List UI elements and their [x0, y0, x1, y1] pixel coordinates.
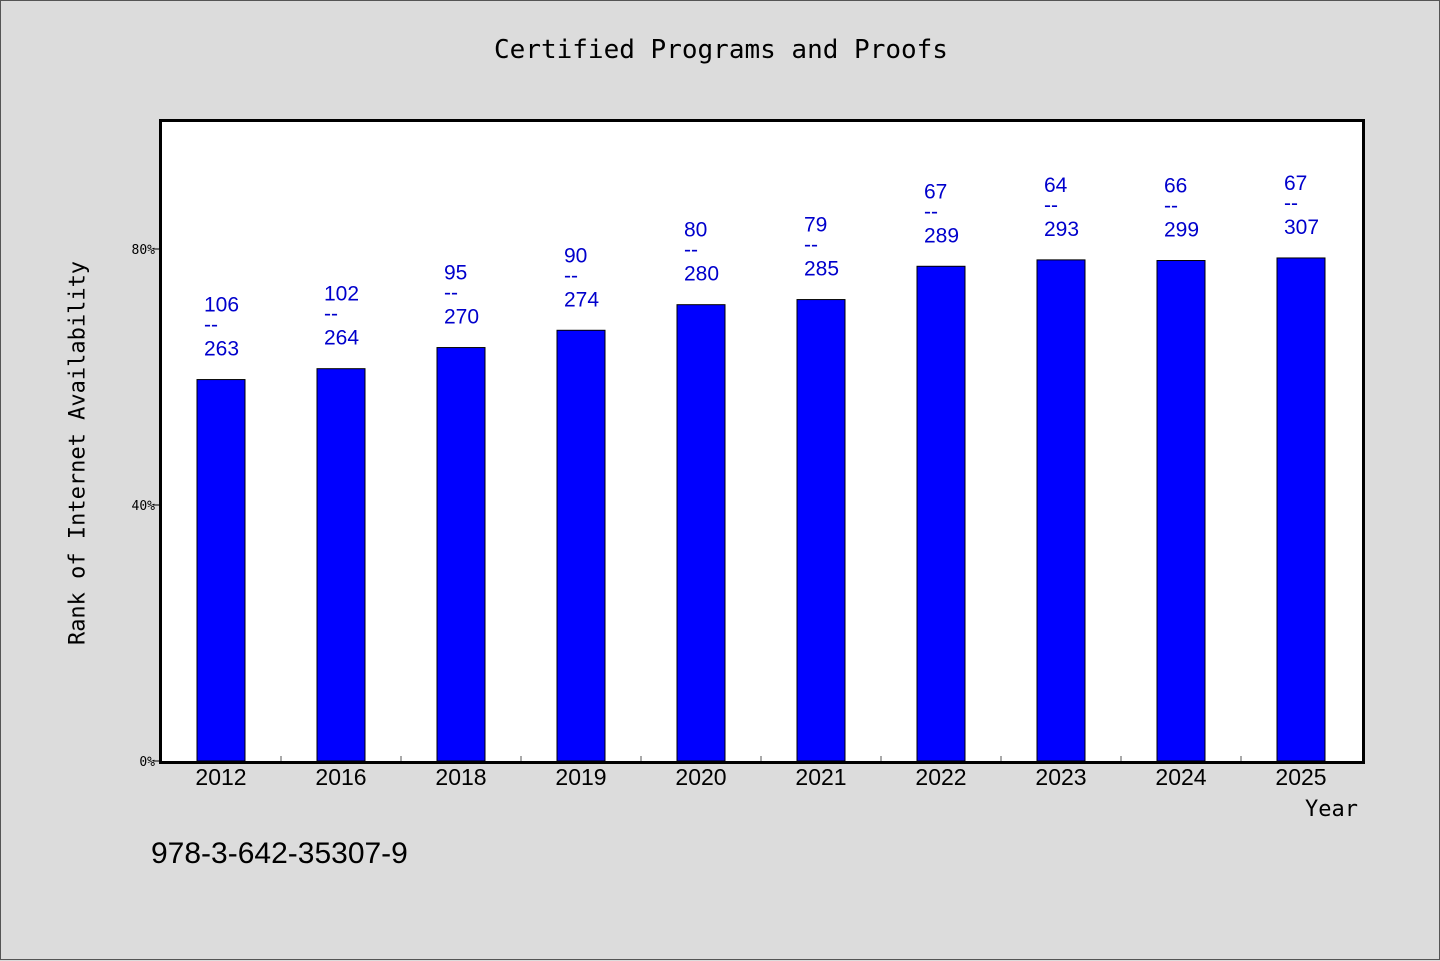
bar	[196, 379, 246, 762]
bar	[316, 368, 366, 762]
bar-label-top: 64	[1044, 174, 1068, 197]
bar-label-bottom: 285	[804, 258, 839, 281]
x-tick-label: 2020	[675, 764, 726, 790]
bar-label-bottom: 270	[444, 306, 479, 329]
bar-label-bottom: 280	[684, 263, 719, 286]
bar-label-bottom: 289	[924, 224, 959, 247]
x-tick-label: 2018	[435, 764, 486, 790]
bar-label-separator: --	[204, 314, 218, 337]
bar-label-top: 66	[1164, 175, 1187, 198]
x-tick-label: 2024	[1155, 764, 1206, 790]
x-tick-label: 2022	[915, 764, 966, 790]
bar-label-bottom: 274	[564, 288, 599, 311]
bar	[436, 347, 486, 762]
x-axis-label: Year	[1305, 797, 1358, 822]
y-tick-label: 0%	[139, 755, 155, 770]
x-tick-label: 2023	[1035, 764, 1086, 790]
bar-label-top: 102	[324, 283, 359, 306]
bar-label-top: 95	[444, 262, 467, 285]
bar-label-bottom: 293	[1044, 218, 1079, 241]
y-tick-label: 80%	[132, 243, 156, 258]
bar-label-separator: --	[1284, 192, 1298, 215]
bar-label-separator: --	[1164, 195, 1178, 218]
bar-label-separator: --	[444, 282, 458, 305]
x-tick-label: 2016	[315, 764, 366, 790]
bar-label-top: 67	[924, 180, 947, 203]
bar-label-bottom: 307	[1284, 216, 1319, 239]
y-axis-label: Rank of Internet Availability	[65, 260, 91, 646]
x-tick-label: 2021	[795, 764, 846, 790]
x-tick-label: 2019	[555, 764, 606, 790]
bar-label-separator: --	[324, 303, 338, 326]
bar-label-bottom: 263	[204, 338, 239, 361]
chart-title: Certified Programs and Proofs	[494, 35, 948, 65]
bar-label-top: 106	[204, 294, 239, 317]
bar-label-bottom: 299	[1164, 219, 1199, 242]
bar-label-separator: --	[564, 264, 578, 287]
x-tick-label: 2025	[1275, 764, 1326, 790]
bar	[1156, 260, 1206, 762]
bar-label-top: 79	[804, 214, 827, 237]
bar-label-top: 67	[1284, 172, 1307, 195]
bar-label-bottom: 264	[324, 327, 359, 350]
bar	[916, 265, 966, 762]
y-tick-label: 40%	[132, 499, 156, 514]
bar-label-top: 90	[564, 244, 587, 267]
bar	[676, 304, 726, 762]
bar	[1036, 259, 1086, 762]
isbn-code: 978-3-642-35307-9	[151, 837, 408, 870]
x-tick-label: 2012	[195, 764, 246, 790]
bar-label-separator: --	[1044, 194, 1058, 217]
bar	[796, 299, 846, 762]
bar-label-separator: --	[684, 239, 698, 262]
bar-label-top: 80	[684, 219, 707, 242]
bar-label-separator: --	[924, 200, 938, 223]
bar	[1276, 257, 1326, 762]
bar	[556, 329, 606, 762]
bar-label-separator: --	[804, 234, 818, 257]
